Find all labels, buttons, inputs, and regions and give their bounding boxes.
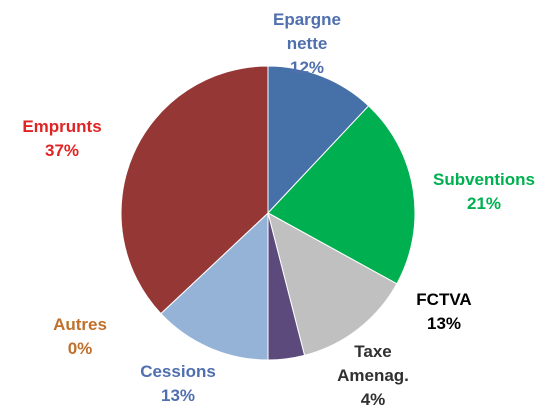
pie-slice xyxy=(120,65,269,315)
category-name: Subventions xyxy=(432,170,535,189)
value-label: 13% xyxy=(426,314,462,333)
category-name: Autres xyxy=(53,315,107,334)
pie-slice xyxy=(267,65,370,215)
category-name: Epargne nette xyxy=(272,10,342,53)
category-name: FCTVA xyxy=(416,290,472,309)
pie-slice xyxy=(267,105,416,285)
pie-slice xyxy=(267,212,398,356)
category-name: Cessions xyxy=(140,362,216,381)
slice-label: Epargne nette 12% xyxy=(262,8,352,80)
value-label: 12% xyxy=(289,58,325,77)
value-label: 0% xyxy=(67,339,93,358)
pie-slice xyxy=(160,211,269,361)
slice-label: Taxe Amenag. 4% xyxy=(328,340,418,412)
slice-label: Cessions 13% xyxy=(123,360,233,408)
value-label: 4% xyxy=(360,390,386,409)
value-label: 21% xyxy=(466,194,502,213)
slice-label: Autres 0% xyxy=(35,313,125,361)
category-name: Emprunts xyxy=(22,117,102,136)
slice-label: FCTVA 13% xyxy=(399,288,489,336)
category-name: Taxe Amenag. xyxy=(337,342,409,385)
slice-label: Subventions 21% xyxy=(419,168,549,216)
value-label: 37% xyxy=(44,141,80,160)
value-label: 13% xyxy=(160,386,196,405)
slice-label: Emprunts 37% xyxy=(7,115,117,163)
